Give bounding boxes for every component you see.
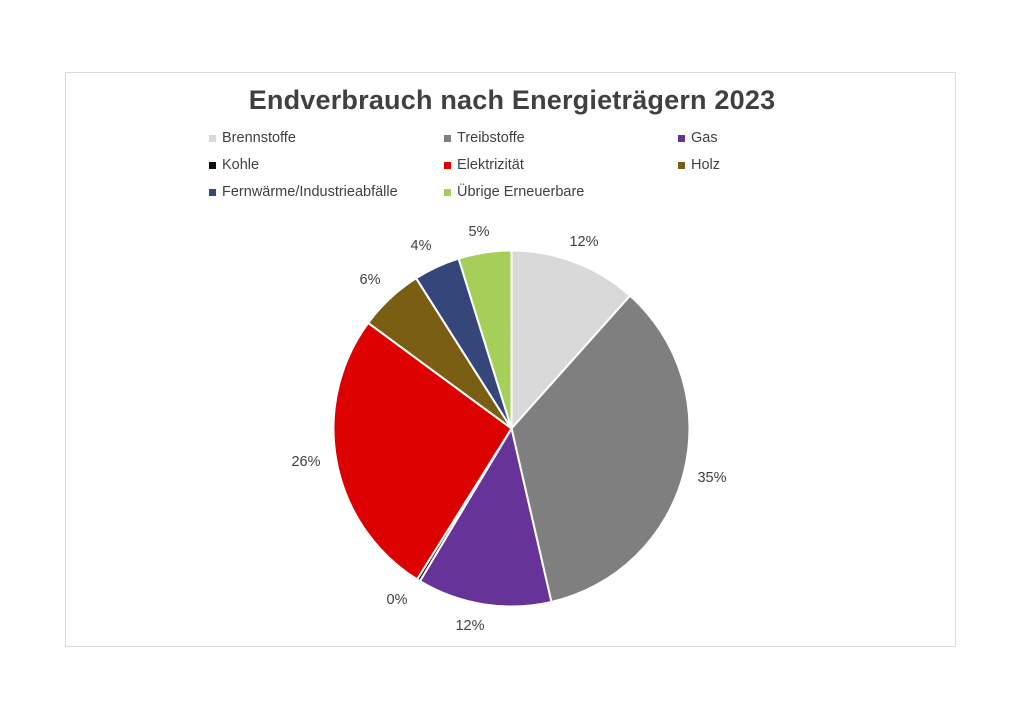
legend-swatch-holz bbox=[678, 161, 685, 169]
chart-title: Endverbrauch nach Energieträgern 2023 bbox=[248, 85, 776, 115]
pie-slice-elektrizit-t bbox=[332, 321, 513, 581]
legend-item-treibstoffe: Treibstoffe bbox=[444, 130, 525, 146]
legend-label: Holz bbox=[691, 157, 721, 173]
legend-label: Brennstoffe bbox=[222, 130, 296, 146]
pie-slices bbox=[332, 249, 691, 608]
data-label-elektrizitaet: 26% bbox=[291, 454, 321, 470]
data-label-uebrige-erneuerbare: 5% bbox=[468, 224, 490, 240]
legend-item-elektrizitaet: Elektrizität bbox=[444, 157, 524, 173]
pie-slice--brige-erneuerbare bbox=[457, 249, 513, 430]
legend-swatch-kohle bbox=[209, 161, 216, 169]
data-label-gas: 12% bbox=[455, 618, 485, 634]
legend-label: Elektrizität bbox=[457, 157, 524, 173]
data-label-fernwaerme: 4% bbox=[410, 238, 432, 254]
legend-label: Fernwärme/Industrieabfälle bbox=[222, 184, 398, 200]
legend-label: Übrige Erneuerbare bbox=[457, 184, 585, 200]
legend-swatch-elektrizitaet bbox=[444, 161, 451, 169]
legend-label: Kohle bbox=[222, 157, 260, 173]
legend-item-kohle: Kohle bbox=[209, 157, 259, 173]
pie-slice-brennstoffe bbox=[510, 249, 632, 430]
legend-item-uebrige-erneuerbare: Übrige Erneuerbare bbox=[444, 184, 584, 200]
legend-item-fernwaerme: Fernwärme/Industrieabfälle bbox=[209, 184, 398, 200]
legend-swatch-treibstoffe bbox=[444, 134, 451, 142]
legend-label: Treibstoffe bbox=[457, 130, 525, 146]
data-label-kohle: 0% bbox=[386, 592, 408, 608]
legend-item-brennstoffe: Brennstoffe bbox=[209, 130, 296, 146]
data-label-brennstoffe: 12% bbox=[569, 234, 599, 250]
legend-swatch-brennstoffe bbox=[209, 134, 216, 142]
legend-item-gas: Gas bbox=[678, 130, 718, 146]
data-label-treibstoffe: 35% bbox=[697, 470, 727, 486]
legend-swatch-gas bbox=[678, 134, 685, 142]
pie-slice-gas bbox=[418, 427, 553, 608]
data-label-holz: 6% bbox=[359, 272, 381, 288]
legend-item-holz: Holz bbox=[678, 157, 720, 173]
legend-swatch-uebrige-erneuerbare bbox=[444, 188, 451, 196]
legend-label: Gas bbox=[691, 130, 718, 146]
legend-swatch-fernwaerme bbox=[209, 188, 216, 196]
pie-slice-treibstoffe bbox=[510, 294, 691, 603]
